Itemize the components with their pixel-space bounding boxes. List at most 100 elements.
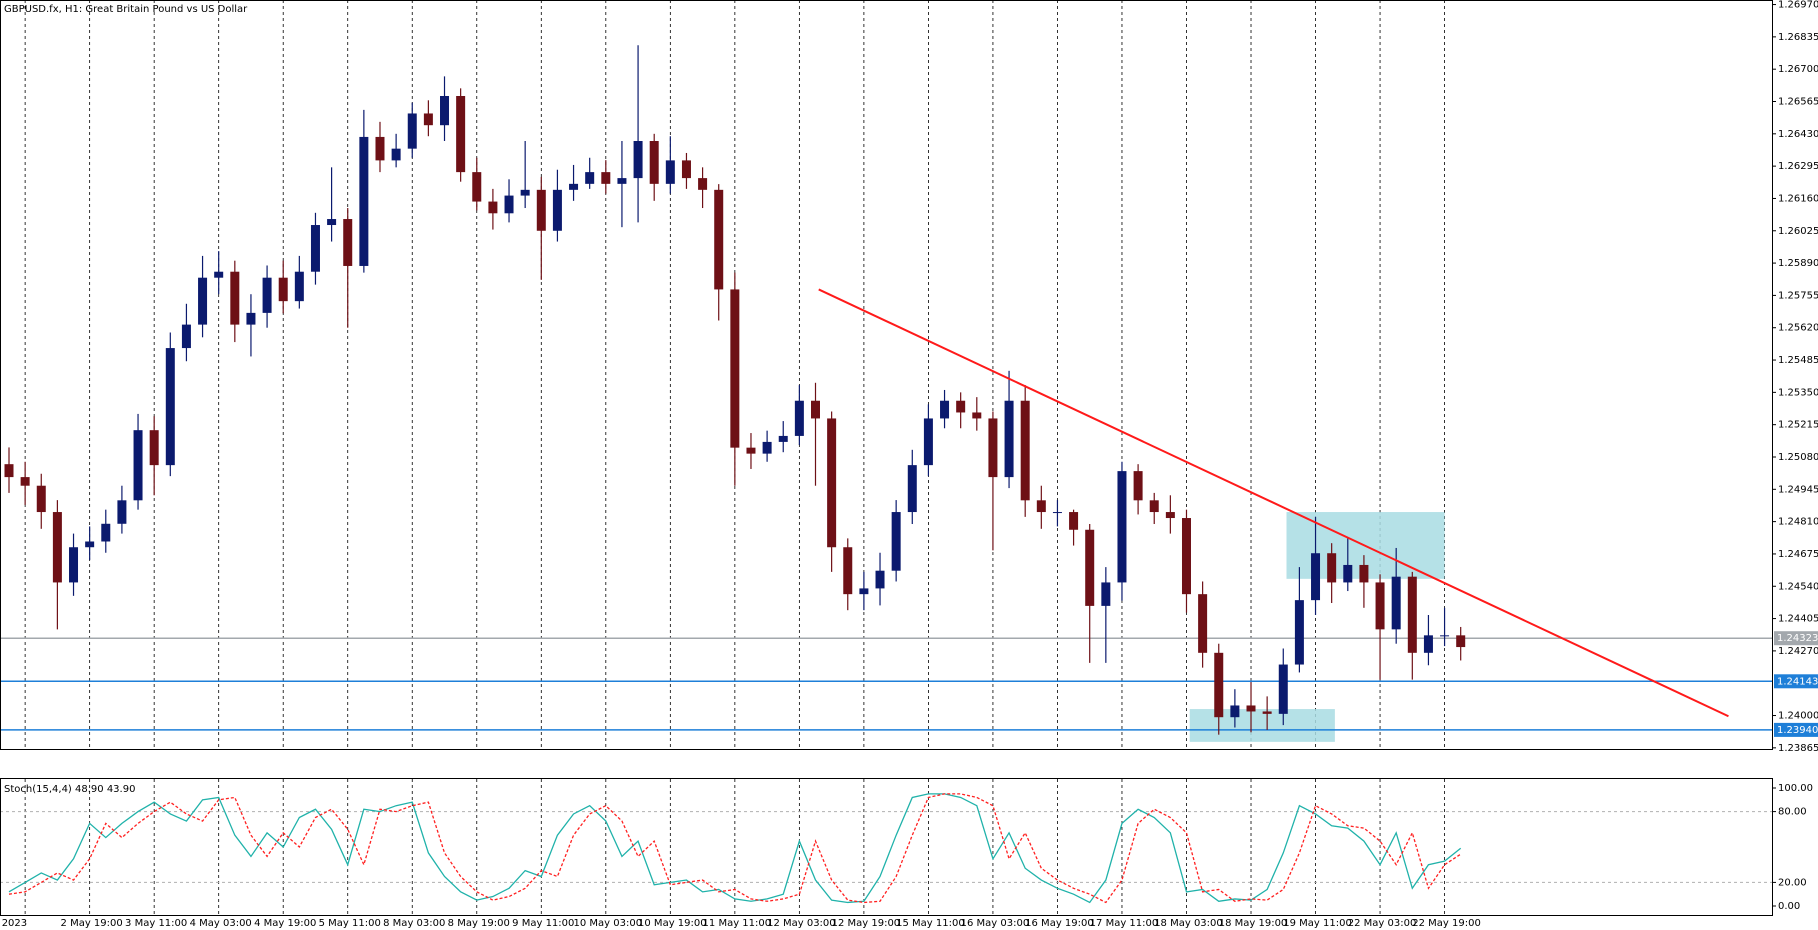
candle-body — [778, 435, 788, 442]
candle-body — [601, 172, 611, 184]
candle-body — [310, 225, 320, 272]
candle-body — [1101, 582, 1111, 606]
x-tick-label: 8 May 03:00 — [383, 918, 445, 929]
candle-body — [552, 189, 562, 231]
y-tick-label: 1.24675 — [1778, 549, 1818, 560]
y-tick-label: 1.26700 — [1778, 64, 1818, 75]
y-tick-label: 1.25080 — [1778, 452, 1818, 463]
candle-body — [923, 418, 933, 466]
indicator-title: Stoch(15,4,4) 48.90 43.90 — [4, 784, 135, 795]
candle-body — [343, 219, 353, 266]
candle-body — [165, 348, 175, 466]
candle-body — [730, 289, 740, 448]
candle-body — [391, 148, 401, 161]
candle-body — [827, 418, 837, 548]
candle-body — [1214, 652, 1224, 718]
candle-body — [1278, 664, 1288, 714]
candle-body — [1246, 705, 1256, 712]
candle-body — [423, 113, 433, 126]
candle-body — [1311, 553, 1321, 601]
candle-body — [1440, 635, 1450, 637]
candle-body — [956, 400, 966, 413]
candle-body — [1004, 400, 1014, 478]
candle-body — [504, 195, 514, 214]
x-tick-label: 4 May 19:00 — [254, 918, 316, 929]
y-tick-label: 1.25350 — [1778, 387, 1818, 398]
candle-body — [133, 430, 143, 501]
x-tick-label: 2 May 2023 — [0, 918, 27, 929]
y-tick-label: 1.25485 — [1778, 355, 1818, 366]
candle-body — [843, 547, 853, 595]
candle-body — [214, 271, 224, 278]
candle-body — [4, 464, 14, 478]
y-tick-label: 1.26160 — [1778, 193, 1818, 204]
candle-body — [375, 136, 385, 161]
candle-body — [907, 465, 917, 513]
x-tick-label: 16 May 19:00 — [1025, 918, 1094, 929]
candle-body — [1456, 635, 1466, 648]
y-tick-label: 80.00 — [1778, 807, 1807, 818]
x-tick-label: 2 May 19:00 — [61, 918, 123, 929]
candle-body — [681, 160, 691, 179]
y-tick-label: 1.25755 — [1778, 290, 1818, 301]
candle-body — [181, 324, 191, 349]
x-tick-label: 12 May 19:00 — [832, 918, 901, 929]
candle-body — [488, 201, 498, 214]
candle-body — [278, 277, 288, 302]
candle-body — [359, 136, 369, 266]
candle-body — [246, 312, 256, 325]
y-tick-label: 1.26430 — [1778, 129, 1818, 140]
y-tick-label: 1.26565 — [1778, 97, 1818, 108]
candle-body — [1052, 512, 1062, 514]
y-tick-label: 1.24810 — [1778, 517, 1818, 528]
candle-body — [472, 172, 482, 202]
candle-body — [1391, 576, 1401, 630]
price-label-bg — [1774, 631, 1818, 646]
x-tick-label: 22 May 19:00 — [1412, 918, 1481, 929]
x-tick-label: 17 May 11:00 — [1090, 918, 1159, 929]
candle-body — [294, 271, 304, 302]
x-tick-label: 9 May 11:00 — [512, 918, 574, 929]
price-label: 1.24143 — [1777, 676, 1818, 687]
candle-body — [633, 140, 643, 179]
x-tick-label: 4 May 03:00 — [190, 918, 252, 929]
y-tick-label: 1.25215 — [1778, 420, 1818, 431]
candle-body — [649, 140, 659, 184]
candle-body — [198, 277, 208, 325]
y-tick-label: 1.24270 — [1778, 646, 1818, 657]
candle-body — [859, 588, 869, 595]
y-tick-label: 1.24540 — [1778, 581, 1818, 592]
y-tick-label: 1.26025 — [1778, 226, 1818, 237]
x-tick-label: 3 May 11:00 — [125, 918, 187, 929]
y-tick-label: 100.00 — [1778, 783, 1813, 794]
y-tick-label: 1.25890 — [1778, 258, 1818, 269]
candle-body — [1262, 711, 1272, 714]
candle-body — [585, 172, 595, 184]
candle-body — [1020, 400, 1030, 501]
candle-body — [1327, 553, 1337, 583]
candle-body — [456, 95, 466, 173]
x-tick-label: 22 May 03:00 — [1348, 918, 1417, 929]
candle-body — [1069, 512, 1079, 530]
candle-body — [327, 219, 337, 226]
candle-body — [101, 523, 111, 542]
candle-body — [1036, 500, 1046, 513]
candle-body — [1117, 471, 1127, 583]
candle-body — [665, 160, 675, 184]
price-label-bg — [1774, 722, 1818, 737]
y-tick-label: 1.26295 — [1778, 161, 1818, 172]
candle-body — [940, 400, 950, 419]
x-tick-label: 8 May 19:00 — [448, 918, 510, 929]
x-tick-label: 5 May 11:00 — [319, 918, 381, 929]
candle-body — [520, 189, 530, 196]
candle-body — [714, 189, 724, 290]
candle-body — [746, 447, 756, 454]
candle-body — [891, 512, 901, 571]
candle-body — [1375, 582, 1385, 630]
candle-body — [1133, 471, 1143, 501]
candle-body — [1165, 512, 1175, 519]
indicator-line — [8, 793, 1462, 904]
